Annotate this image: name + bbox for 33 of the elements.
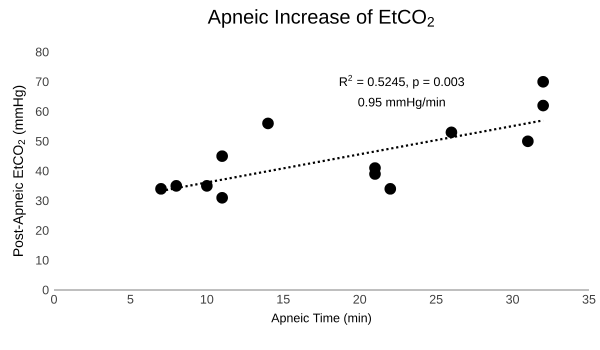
x-tick-label: 35: [582, 294, 596, 304]
x-tick-label: 15: [277, 294, 290, 304]
point: [522, 135, 534, 148]
point: [201, 180, 213, 192]
y-tick-label: 30: [36, 196, 49, 206]
point: [446, 126, 458, 138]
point: [170, 180, 182, 192]
point: [216, 192, 228, 204]
x-tick-label: 30: [506, 294, 520, 304]
y-axis-title: Post-Apneic EtCO$_{2}$ (mmHg): [12, 86, 26, 256]
x-tick-label: 10: [200, 294, 214, 304]
x-tick-label: 25: [430, 294, 443, 304]
y-tick-label: 80: [36, 48, 49, 56]
point: [537, 100, 549, 112]
point: [262, 118, 274, 130]
point: [537, 76, 549, 88]
y-tick-label: 0: [42, 286, 49, 294]
y-tick-label: 10: [36, 256, 49, 265]
y-tick-label: 50: [36, 136, 49, 146]
annotation: 0.95 mmHg/min: [358, 97, 445, 109]
chart-title: Apneic Increase of EtCO$_{2}$: [208, 9, 434, 28]
y-tick-label: 20: [36, 226, 49, 235]
x-tick-label: 5: [127, 294, 134, 304]
x-axis-title: Apneic Time (min): [271, 313, 371, 325]
x-tick-label: 20: [353, 294, 366, 304]
x-tick-label: 0: [51, 294, 57, 304]
y-tick-label: 70: [36, 77, 49, 86]
annotation: R$^{2}$ = 0.5245, p = 0.003: [340, 74, 464, 89]
y-tick-label: 60: [36, 107, 49, 116]
point: [384, 183, 396, 195]
point: [216, 150, 228, 162]
point: [155, 183, 167, 195]
y-tick-label: 40: [36, 166, 49, 176]
